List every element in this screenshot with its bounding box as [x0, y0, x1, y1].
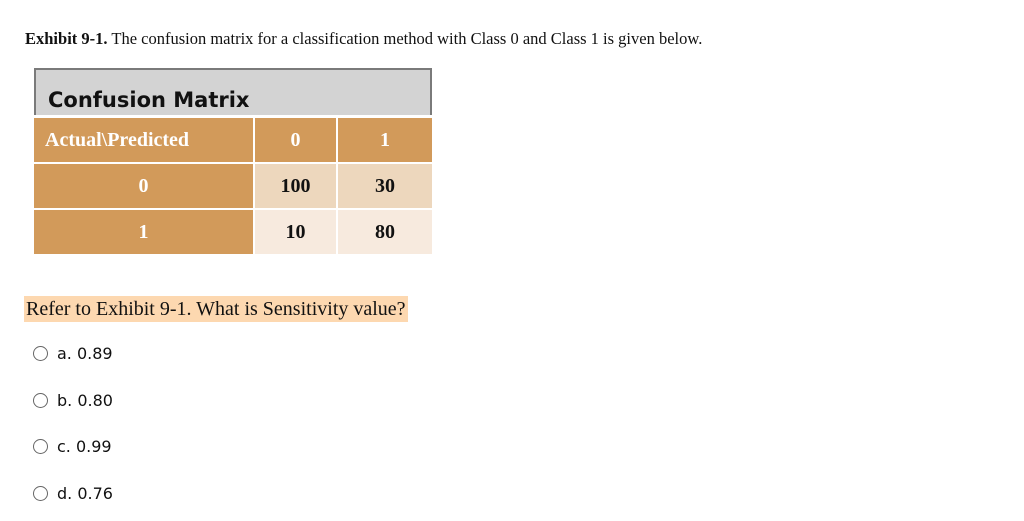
corner-cell: Actual\Predicted [34, 118, 253, 162]
option-a[interactable]: a. 0.89 [33, 344, 113, 363]
radio-button-icon[interactable] [33, 486, 48, 501]
matrix-title-bar: Confusion Matrix [34, 68, 432, 115]
option-b[interactable]: b. 0.80 [33, 391, 113, 410]
row-label-0: 0 [34, 164, 253, 208]
radio-button-icon[interactable] [33, 346, 48, 361]
question-text: Refer to Exhibit 9-1. What is Sensitivit… [24, 296, 408, 322]
option-label: c. 0.99 [57, 437, 112, 456]
radio-button-icon[interactable] [33, 393, 48, 408]
option-label: d. 0.76 [57, 484, 113, 503]
option-c[interactable]: c. 0.99 [33, 437, 112, 456]
confusion-matrix-table: Confusion Matrix Actual\Predicted 0 1 0 … [34, 68, 432, 254]
matrix-row-0: 0 100 30 [34, 164, 432, 208]
option-d[interactable]: d. 0.76 [33, 484, 113, 503]
matrix-header-row: Actual\Predicted 0 1 [34, 118, 432, 162]
exhibit-text: The confusion matrix for a classificatio… [111, 29, 703, 48]
exhibit-title: Exhibit 9-1. The confusion matrix for a … [25, 29, 702, 49]
cell-0-1: 30 [338, 164, 432, 208]
matrix-row-1: 1 10 80 [34, 210, 432, 254]
exhibit-label: Exhibit 9-1. [25, 29, 108, 48]
cell-1-0: 10 [255, 210, 336, 254]
column-header-1: 1 [338, 118, 432, 162]
option-label: a. 0.89 [57, 344, 113, 363]
radio-button-icon[interactable] [33, 439, 48, 454]
matrix-title: Confusion Matrix [48, 88, 250, 112]
row-label-1: 1 [34, 210, 253, 254]
cell-1-1: 80 [338, 210, 432, 254]
option-label: b. 0.80 [57, 391, 113, 410]
cell-0-0: 100 [255, 164, 336, 208]
column-header-0: 0 [255, 118, 336, 162]
